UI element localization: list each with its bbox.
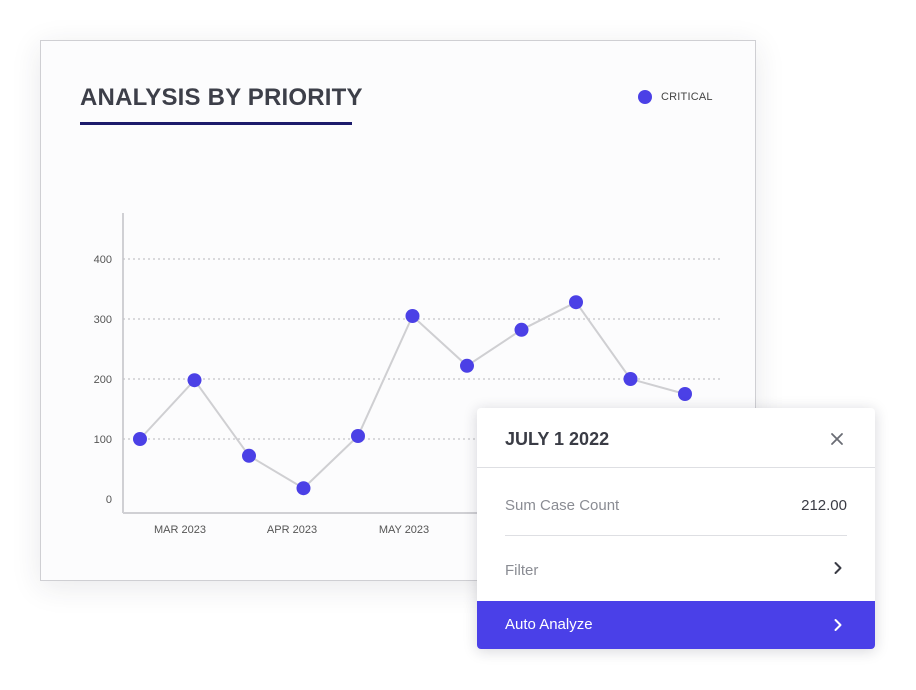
- legend-marker-icon: [638, 90, 652, 104]
- row-divider: [505, 535, 847, 536]
- analysis-card: ANALYSIS BY PRIORITY CRITICAL 0 100 200 300…: [40, 40, 756, 581]
- filter-label: Filter: [505, 562, 539, 579]
- data-point: [514, 322, 529, 337]
- y-tick-label: 100: [94, 434, 112, 446]
- data-point: [351, 429, 365, 443]
- data-point: [242, 448, 256, 463]
- x-tick-label: APR 2023: [267, 524, 317, 536]
- sum-case-count-label: Sum Case Count: [505, 497, 620, 514]
- title-underline: [80, 122, 352, 125]
- chart-title: ANALYSIS BY PRIORITY: [80, 84, 363, 111]
- x-tick-label: MAR 2023: [154, 524, 206, 536]
- y-tick-label: 400: [94, 254, 112, 266]
- data-point: [405, 309, 420, 323]
- chevron-right-icon: [834, 562, 842, 574]
- detail-popover: JULY 1 2022 Sum Case Count 212.00 Filter…: [477, 408, 875, 649]
- data-point: [460, 358, 474, 373]
- x-tick-label: MAY 2023: [379, 524, 429, 536]
- legend-label: CRITICAL: [661, 91, 713, 103]
- data-point: [623, 372, 638, 386]
- close-icon[interactable]: [829, 431, 845, 447]
- line-chart: 0 100 200 300 400 MAR 2023 APR 2023 MAY 2023: [94, 213, 720, 536]
- chevron-right-icon: [834, 619, 842, 631]
- popover-title: JULY 1 2022: [505, 429, 610, 449]
- y-tick-label: 0: [106, 494, 112, 506]
- auto-analyze-label: Auto Analyze: [505, 616, 593, 633]
- data-point: [678, 387, 692, 401]
- filter-row[interactable]: Filter: [477, 548, 875, 590]
- y-tick-label: 200: [94, 374, 112, 386]
- sum-case-count-value: 212.00: [801, 497, 847, 514]
- y-tick-label: 300: [94, 314, 112, 326]
- popover-header: JULY 1 2022: [477, 408, 875, 468]
- data-point: [569, 295, 583, 310]
- data-point: [133, 432, 147, 446]
- data-point: [296, 481, 311, 496]
- auto-analyze-button[interactable]: Auto Analyze: [477, 601, 875, 649]
- chart-legend[interactable]: CRITICAL: [638, 90, 713, 104]
- data-point: [187, 373, 202, 388]
